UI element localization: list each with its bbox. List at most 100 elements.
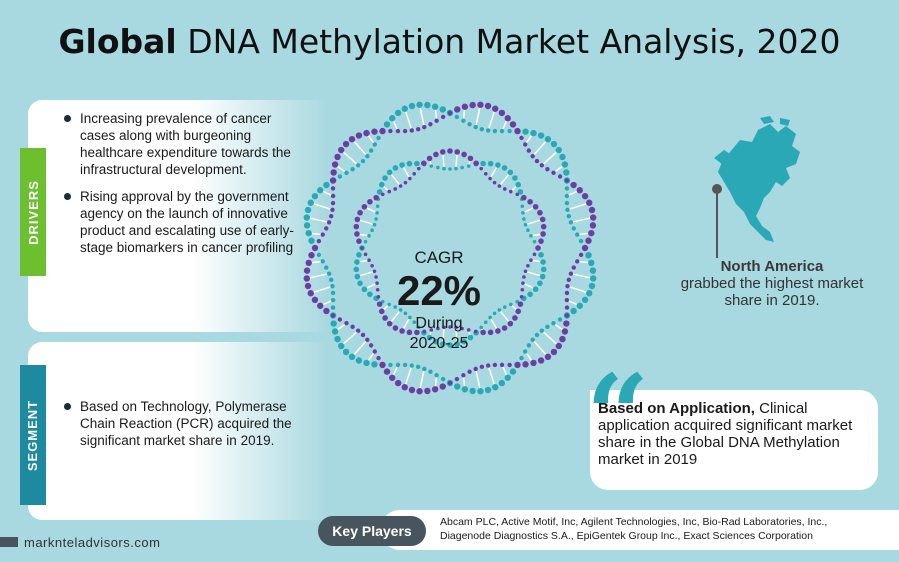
dna-bead	[353, 266, 360, 273]
dna-bead	[331, 161, 339, 168]
dna-bead	[495, 328, 501, 334]
dna-bead	[376, 189, 383, 195]
application-box	[590, 390, 878, 490]
dna-bead	[581, 192, 589, 200]
dna-bead	[415, 126, 421, 132]
dna-bead	[557, 174, 563, 179]
dna-bead	[388, 128, 393, 134]
dna-bead	[363, 252, 368, 257]
dna-bead	[521, 211, 525, 215]
dna-bead	[368, 343, 374, 348]
dna-rung	[357, 218, 375, 226]
application-lead: Based on Application,	[598, 400, 755, 417]
dna-bead	[586, 290, 593, 297]
key-players-line: Abcam PLC, Active Motif, Inc, Agilent Te…	[440, 516, 828, 528]
dna-bead	[370, 263, 374, 268]
dna-bead	[308, 237, 315, 244]
dna-rung	[525, 218, 543, 226]
dna-bead	[534, 158, 540, 164]
dna-bead	[371, 128, 378, 135]
dna-bead	[395, 128, 401, 134]
dna-bead	[354, 273, 361, 280]
dna-bead	[590, 214, 597, 221]
segment-tab-label: SEGMENT	[25, 399, 41, 471]
dna-bead	[563, 169, 570, 176]
dna-bead	[330, 320, 337, 327]
dna-bead	[328, 277, 334, 283]
dna-bead	[421, 160, 427, 167]
dna-bead	[386, 169, 393, 176]
dna-bead	[571, 265, 576, 270]
dna-bead	[307, 290, 314, 297]
dna-bead	[507, 169, 514, 176]
dna-bead	[527, 198, 533, 205]
dna-bead	[375, 287, 380, 292]
dna-bead	[526, 343, 532, 348]
dna-bead	[442, 325, 446, 330]
dna-rung	[487, 108, 496, 131]
dna-bead	[512, 175, 518, 181]
dna-bead	[461, 103, 469, 110]
dna-bead	[365, 337, 370, 343]
dna-bead	[576, 302, 583, 309]
dna-bead	[530, 359, 537, 367]
dna-bead	[389, 374, 396, 381]
dna-bead	[342, 348, 350, 356]
dna-bead	[365, 153, 370, 159]
dna-bead	[492, 105, 499, 112]
dna-bead	[461, 151, 467, 158]
dna-bead	[461, 338, 467, 345]
footer-site[interactable]: marknteladvisors.com	[24, 535, 161, 550]
dna-rung	[474, 368, 482, 392]
dna-bead	[544, 135, 552, 143]
segment-text: Based on Technology, Polymerase Chain Re…	[80, 399, 292, 448]
dna-bead	[337, 342, 345, 350]
dna-bead	[431, 386, 439, 393]
dna-bead	[330, 283, 335, 289]
dna-bead	[378, 308, 385, 315]
dna-bead	[497, 184, 502, 188]
dna-rung	[418, 368, 426, 392]
dna-bead	[454, 114, 460, 120]
dna-bead	[539, 216, 546, 223]
dna-bead	[589, 222, 597, 229]
dna-bead	[429, 164, 434, 168]
region-name: North America	[720, 258, 824, 275]
dna-bead	[448, 167, 452, 171]
dna-bead	[495, 162, 501, 168]
dna-bead	[379, 361, 386, 369]
dna-bead	[316, 238, 322, 244]
dna-bead	[330, 186, 336, 191]
dna-bead	[576, 187, 583, 194]
dna-bead	[417, 166, 421, 171]
dna-bead	[350, 324, 355, 330]
dna-bead	[395, 362, 401, 368]
dna-bead	[374, 275, 378, 279]
list-item: Rising approval by the government agency…	[64, 188, 294, 256]
region-desc: grabbed the highest market share in 2019…	[680, 275, 864, 309]
dna-bead	[440, 114, 446, 120]
dna-bead	[515, 181, 522, 188]
dna-bead	[376, 295, 381, 299]
bullet-icon	[64, 193, 71, 200]
dna-bead	[509, 121, 517, 128]
key-players-badge: Key Players	[318, 516, 426, 546]
dna-bead	[439, 106, 446, 113]
dna-bead	[316, 252, 322, 258]
dna-bead	[311, 192, 319, 200]
dna-rung	[340, 330, 359, 347]
dna-bead	[376, 301, 383, 307]
dna-bead	[508, 189, 513, 194]
dna-bead	[436, 326, 440, 331]
dna-bead	[399, 162, 405, 168]
dna-rung	[357, 270, 375, 278]
dna-rung	[498, 171, 511, 187]
dna-bead	[544, 353, 552, 361]
dna-bead	[320, 259, 325, 264]
dna-bead	[522, 361, 529, 368]
dna-rung	[340, 149, 359, 166]
dna-bead	[330, 200, 336, 206]
dna-bead	[344, 170, 349, 175]
key-players-line: Diagenode Diagnostics S.A., EpiGentek Gr…	[440, 530, 813, 542]
dna-bead	[454, 166, 458, 171]
